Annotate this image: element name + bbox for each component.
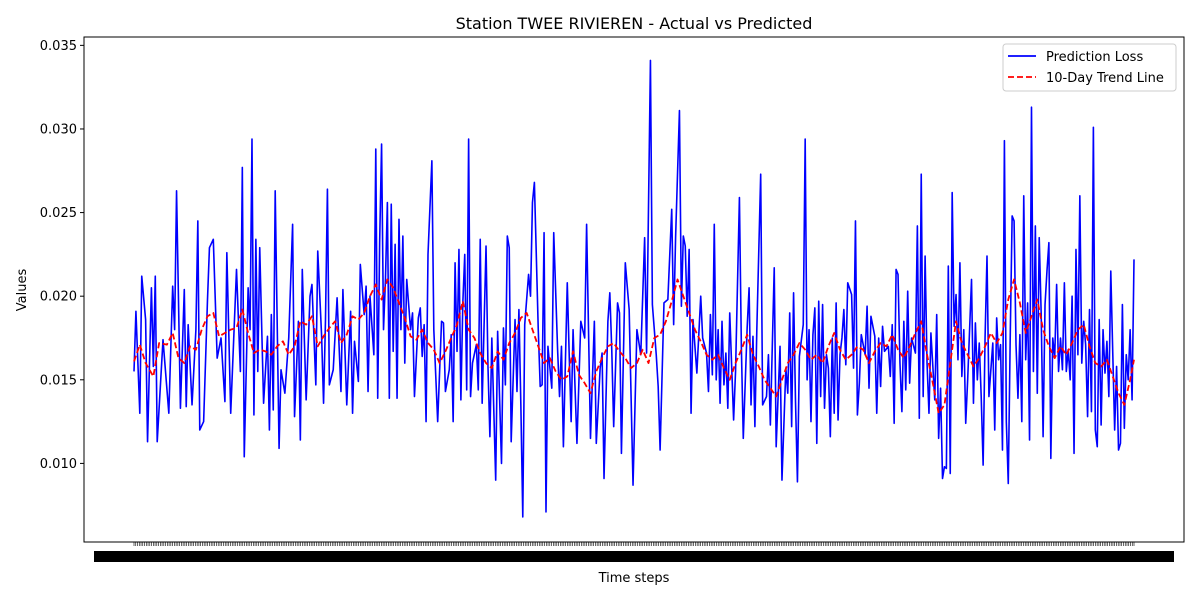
y-axis-label: Values <box>15 269 30 312</box>
plot-frame <box>83 36 1185 543</box>
y-tick-label: 0.010 <box>40 457 77 472</box>
plot-lines <box>133 59 1135 518</box>
x-axis-ticks <box>94 542 1174 562</box>
y-tick-label: 0.035 <box>40 39 77 54</box>
y-tick-label: 0.030 <box>40 122 77 137</box>
x-tick-labels-overlap <box>94 551 1174 562</box>
series-prediction-loss-line <box>133 59 1135 518</box>
x-axis-label: Time steps <box>598 571 670 586</box>
legend-label-prediction-loss: Prediction Loss <box>1046 50 1143 65</box>
chart-title: Station TWEE RIVIEREN - Actual vs Predic… <box>456 14 813 33</box>
y-tick-label: 0.020 <box>40 290 77 305</box>
y-axis-ticks: 0.010 0.015 0.020 0.025 0.030 0.035 <box>40 39 84 472</box>
series-trend-line <box>133 278 1135 415</box>
legend-box <box>1002 43 1177 92</box>
legend-label-trend-line: 10-Day Trend Line <box>1046 71 1164 86</box>
y-tick-label: 0.015 <box>40 373 77 388</box>
y-tick-label: 0.025 <box>40 206 77 221</box>
legend: Prediction Loss 10-Day Trend Line <box>1002 43 1177 92</box>
